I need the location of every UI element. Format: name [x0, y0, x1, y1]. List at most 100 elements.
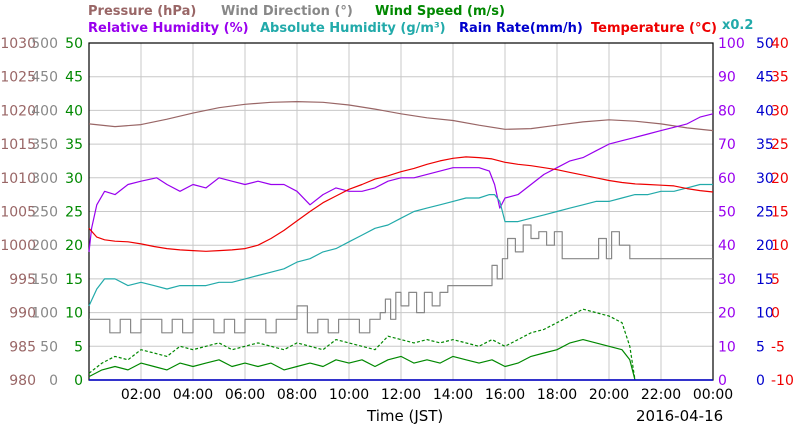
y-tick-label-wind-direction: 350 [31, 137, 58, 153]
y-tick-label-temperature: 25 [771, 137, 789, 153]
y-tick-label-wind-direction: 500 [31, 36, 58, 52]
y-tick-label-wind-speed: 50 [65, 36, 83, 52]
y-tick-label-wind-speed: 10 [65, 306, 83, 322]
y-tick-label-rain-rate: 40 [756, 103, 774, 119]
series-line-wind-speed-gust-m-s [88, 308, 636, 381]
y-tick-label-humidity: 60 [718, 171, 736, 187]
series-line-pressure-hpa [88, 100, 714, 132]
y-tick-label-wind-speed: 45 [65, 70, 83, 86]
y-tick-label-wind-direction: 50 [40, 339, 58, 355]
legend-temperature: Temperature (°C) [591, 21, 717, 36]
y-tick-label-wind-direction: 250 [31, 205, 58, 221]
y-tick-label-pressure: 995 [9, 272, 36, 288]
y-tick-label-wind-direction: 400 [31, 103, 58, 119]
y-tick-label-humidity: 20 [718, 306, 736, 322]
y-tick-label-humidity: 70 [718, 137, 736, 153]
y-tick-label-rain-rate: 50 [756, 36, 774, 52]
legend-absolute-humidity: Absolute Humidity (g/m³) [260, 21, 446, 36]
y-tick-label-wind-speed: 20 [65, 238, 83, 254]
y-tick-label-humidity: 100 [718, 36, 745, 52]
y-tick-label-pressure: 980 [9, 373, 36, 389]
x-tick-label: 12:00 [381, 387, 421, 403]
axis-labels: 9809859909951000100510101015102010251030… [0, 36, 794, 389]
x-tick-label: 10:00 [329, 387, 369, 403]
y-tick-label-rain-rate: 35 [756, 137, 774, 153]
y-tick-label-wind-direction: 0 [49, 373, 58, 389]
y-tick-label-pressure: 1020 [0, 103, 36, 119]
x-tick-label: 18:00 [537, 387, 577, 403]
y-tick-label-wind-speed: 25 [65, 205, 83, 221]
x-tick-label: 08:00 [277, 387, 317, 403]
x-tick-label: 04:00 [173, 387, 213, 403]
series-line-wind-direction [89, 224, 713, 334]
y-tick-label-rain-rate: 30 [756, 171, 774, 187]
y-tick-label-humidity: 50 [718, 205, 736, 221]
x-tick-label: 02:00 [121, 387, 161, 403]
y-tick-label-rain-rate: 10 [756, 306, 774, 322]
y-tick-label-temperature: 35 [771, 70, 789, 86]
legend-wind-speed: Wind Speed (m/s) [375, 4, 505, 19]
grid [89, 43, 713, 380]
y-tick-label-wind-speed: 0 [74, 373, 83, 389]
y-tick-label-rain-rate: 25 [756, 205, 774, 221]
y-tick-label-humidity: 30 [718, 272, 736, 288]
legend-relative-humidity: Relative Humidity (%) [88, 21, 249, 36]
x-tick-label: 06:00 [225, 387, 265, 403]
y-tick-label-wind-direction: 300 [31, 171, 58, 187]
legend-wind-direction: Wind Direction (°) [221, 4, 353, 19]
y-tick-label-wind-direction: 450 [31, 70, 58, 86]
x-axis-labels: 02:00 04:00 06:00 08:00 10:00 12:00 14:00 16:00… [121, 387, 733, 403]
series-layer [88, 100, 714, 381]
y-tick-label-temperature: -10 [771, 373, 794, 389]
y-tick-label-rain-rate: 0 [756, 373, 765, 389]
y-tick-label-pressure: 1005 [0, 205, 36, 221]
series-line-temperature-c [88, 156, 714, 252]
x-tick-label: 16:00 [485, 387, 525, 403]
y-tick-label-rain-rate: 20 [756, 238, 774, 254]
y-tick-label-humidity: 0 [718, 373, 727, 389]
legend-pressure: Pressure (hPa) [88, 4, 196, 19]
y-tick-label-rain-rate: 45 [756, 70, 774, 86]
y-tick-label-wind-speed: 40 [65, 103, 83, 119]
y-tick-label-rain-rate: 5 [756, 339, 765, 355]
y-tick-label-wind-speed: 35 [65, 137, 83, 153]
y-tick-label-pressure: 1030 [0, 36, 36, 52]
x-axis-title: Time (JST) [366, 407, 443, 425]
y-tick-label-temperature: 30 [771, 103, 789, 119]
legend-rain-rate: Rain Rate(mm/h) [459, 21, 583, 36]
legend: Pressure (hPa) Wind Direction (°) Wind S… [88, 4, 753, 36]
y-tick-label-temperature: 10 [771, 238, 789, 254]
y-tick-label-pressure: 1015 [0, 137, 36, 153]
x-tick-label: 14:00 [433, 387, 473, 403]
y-tick-label-temperature: -5 [771, 339, 785, 355]
y-tick-label-wind-speed: 30 [65, 171, 83, 187]
y-tick-label-wind-speed: 15 [65, 272, 83, 288]
x-tick-label: 00:00 [693, 387, 733, 403]
y-tick-label-humidity: 10 [718, 339, 736, 355]
y-tick-label-rain-rate: 15 [756, 272, 774, 288]
y-tick-label-pressure: 985 [9, 339, 36, 355]
x-tick-label: 20:00 [589, 387, 629, 403]
series-line-wind-speed-m-s [88, 339, 636, 381]
y-tick-label-pressure: 990 [9, 306, 36, 322]
y-tick-label-wind-direction: 200 [31, 238, 58, 254]
date-label: 2016-04-16 [636, 407, 723, 425]
y-tick-label-pressure: 1025 [0, 70, 36, 86]
legend-scale-note: x0.2 [722, 18, 753, 33]
y-tick-label-temperature: 40 [771, 36, 789, 52]
y-tick-label-temperature: 15 [771, 205, 789, 221]
y-tick-label-humidity: 40 [718, 238, 736, 254]
y-tick-label-wind-direction: 100 [31, 306, 58, 322]
y-tick-label-wind-direction: 150 [31, 272, 58, 288]
series-line-absolute-humidity-g-m [88, 183, 713, 307]
y-tick-label-wind-speed: 5 [74, 339, 83, 355]
y-tick-label-temperature: 0 [771, 306, 780, 322]
series-line-relative-humidity [88, 113, 714, 252]
y-tick-label-pressure: 1010 [0, 171, 36, 187]
y-tick-label-humidity: 80 [718, 103, 736, 119]
y-tick-label-temperature: 5 [771, 272, 780, 288]
x-tick-label: 22:00 [641, 387, 681, 403]
y-tick-label-temperature: 20 [771, 171, 789, 187]
